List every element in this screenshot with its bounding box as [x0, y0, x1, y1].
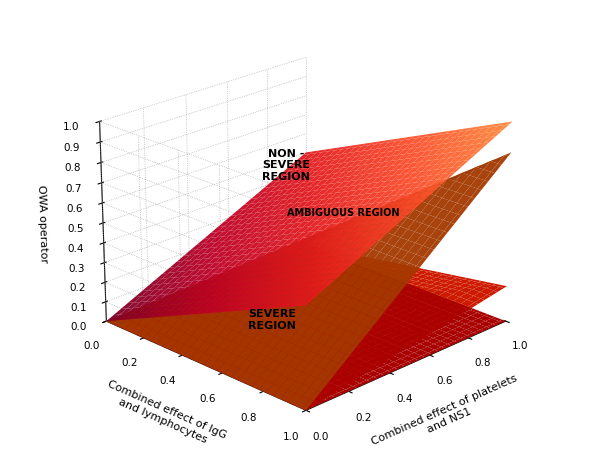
X-axis label: Combined effect of platelets
and NS1: Combined effect of platelets and NS1: [370, 372, 524, 457]
Y-axis label: Combined effect of IgG
and lymphocytes: Combined effect of IgG and lymphocytes: [102, 378, 229, 451]
